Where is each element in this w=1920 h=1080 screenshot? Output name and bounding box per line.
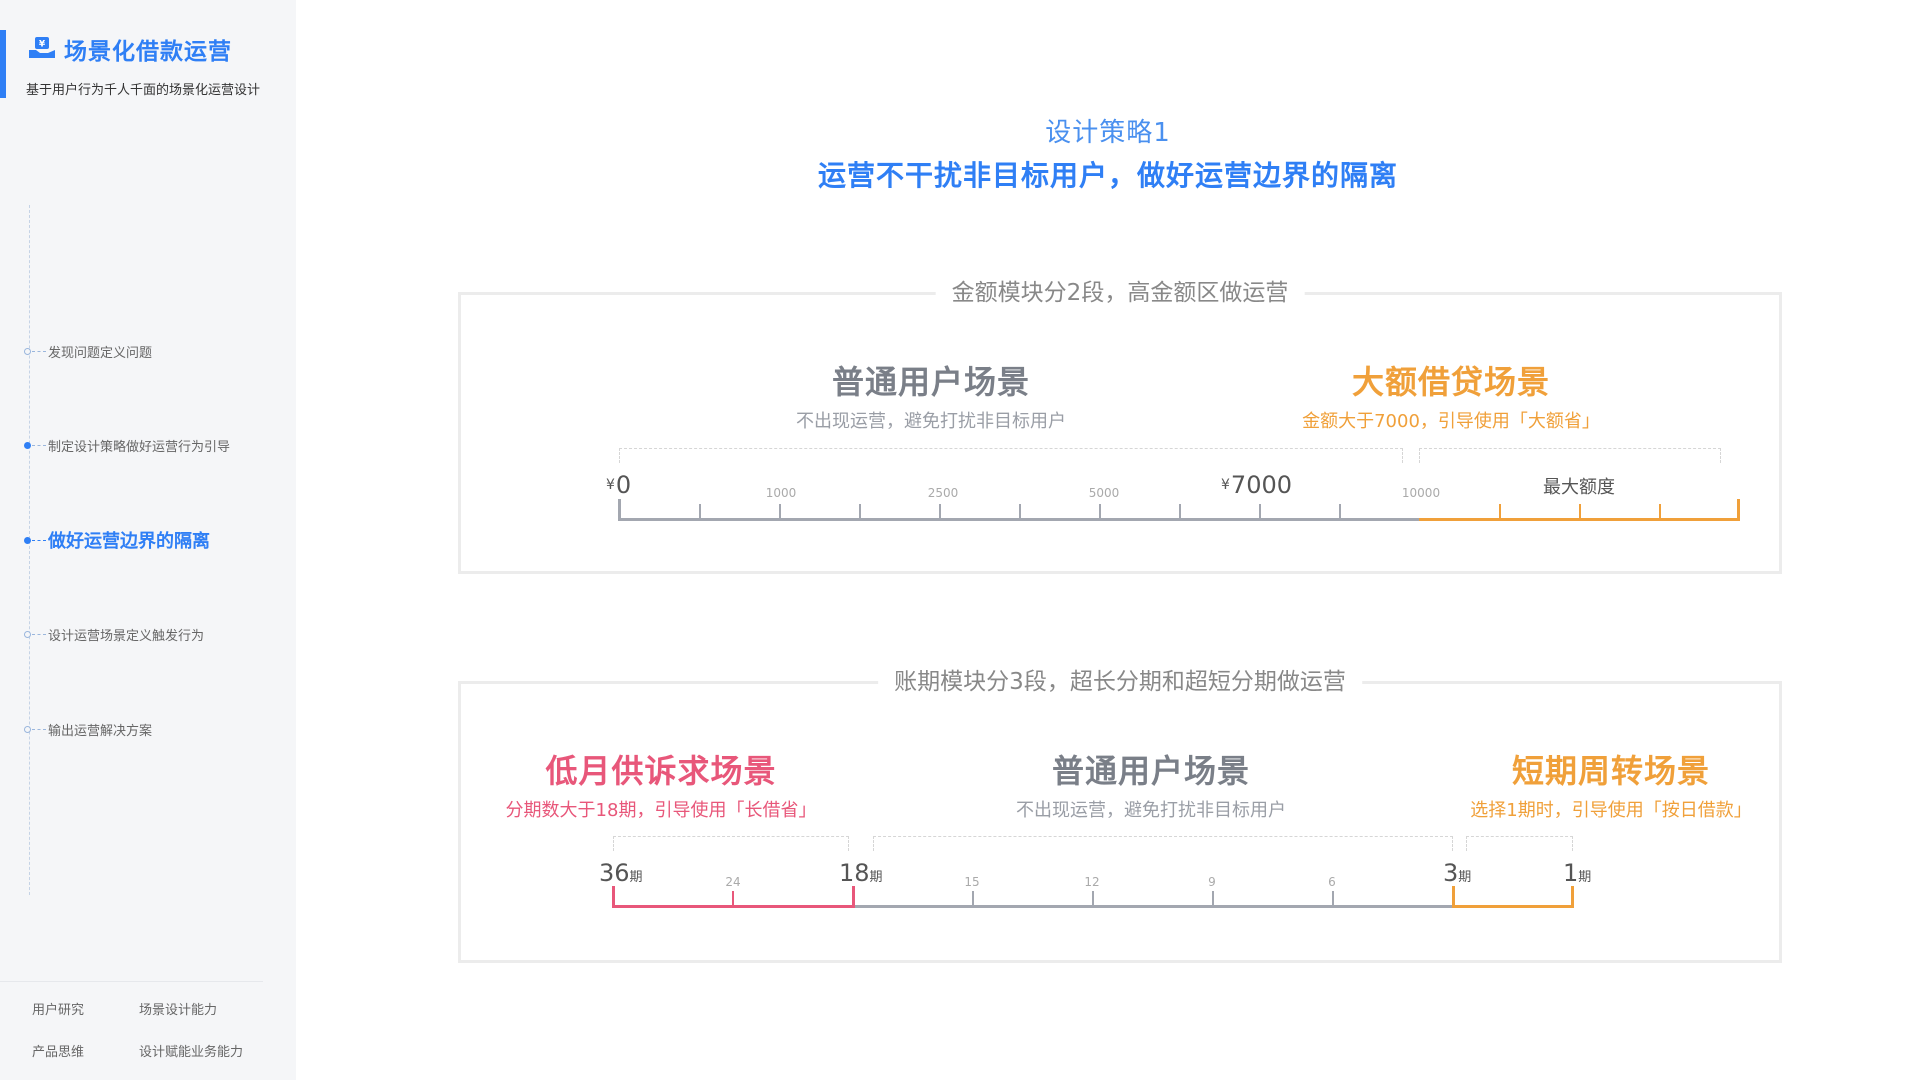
axis-tick (1212, 891, 1214, 907)
scene-normal-user: 普通用户场景 不出现运营，避免打扰非目标用户 (1001, 746, 1301, 822)
axis-endcap (618, 499, 621, 521)
scene-title: 短期周转场景 (1511, 752, 1710, 790)
scene-title: 低月供诉求场景 (545, 752, 777, 790)
axis-tick-label: 2500 (927, 486, 959, 500)
ability-tag: 场景设计能力 (139, 1003, 218, 1018)
axis-label-18: 18期 (839, 859, 883, 887)
nav-dot-icon (24, 725, 31, 733)
sidebar-subtitle: 基于用户行为千人千面的场景化运营设计 (26, 83, 261, 98)
nav-dot-icon (24, 347, 31, 355)
axis-label-36: 36期 (599, 859, 643, 887)
axis-tick (972, 891, 974, 907)
scene-desc: 不出现运营，避免打扰非目标用户 (1016, 800, 1286, 821)
strategy-eyebrow: 设计策略1 (1045, 118, 1171, 148)
axis-label-1: 1期 (1563, 859, 1592, 887)
ability-tag: 设计赋能业务能力 (139, 1045, 244, 1060)
ability-tag: 产品思维 (32, 1045, 85, 1060)
axis-tick-label: 9 (1208, 875, 1216, 889)
scene-low-monthly-payment: 低月供诉求场景 分期数大于18期，引导使用「长借省」 (471, 746, 851, 822)
term-module-panel: 账期模块分3段，超长分期和超短分期做运营 低月供诉求场景 分期数大于18期，引导… (458, 664, 1782, 963)
scene-desc: 不出现运营，避免打扰非目标用户 (796, 411, 1066, 432)
axis-tick (1579, 504, 1581, 520)
amount-module-panel: 金额模块分2段，高金额区做运营 普通用户场景 不出现运营，避免打扰非目标用户 大… (458, 275, 1782, 574)
axis-tick (699, 504, 701, 520)
sidebar: ¥ 场景化借款运营 基于用户行为千人千面的场景化运营设计 发现问题定义问题 制定… (0, 0, 296, 1080)
axis-tick (779, 504, 781, 520)
nav-dot-icon (24, 630, 31, 638)
nav-item-label: 输出运营解决方案 (48, 723, 153, 739)
axis-endcap (1737, 499, 1740, 521)
scene-normal-user: 普通用户场景 不出现运营，避免打扰非目标用户 (781, 357, 1081, 433)
nav-item-discover-problem[interactable]: 发现问题定义问题 (24, 341, 152, 361)
scene-desc: 选择1期时，引导使用「按日借款」 (1470, 800, 1752, 821)
nav-item-output-solution[interactable]: 输出运营解决方案 (24, 719, 152, 739)
axis-tick (1259, 504, 1261, 520)
axis-tick (939, 504, 941, 520)
scene-large-loan: 大额借贷场景 金额大于7000，引导使用「大额省」 (1271, 357, 1631, 433)
sidebar-divider (0, 981, 263, 982)
axis-label-start: ¥0 (606, 471, 632, 499)
axis-endcap (1571, 886, 1574, 908)
nav-item-boundary-isolation[interactable]: 做好运营边界的隔离 (24, 530, 210, 552)
nav-dot-icon (24, 536, 31, 544)
nav-item-label: 发现问题定义问题 (48, 345, 153, 361)
range-bracket (619, 448, 1403, 463)
range-bracket (1419, 448, 1721, 463)
range-bracket (873, 836, 1453, 851)
nav-item-label: 制定设计策略做好运营行为引导 (48, 439, 231, 455)
nav-dot-icon (24, 441, 31, 449)
axis-tick (1092, 891, 1094, 907)
loan-box-icon: ¥ (29, 37, 55, 58)
axis-tick (1179, 504, 1181, 520)
range-bracket (1466, 836, 1573, 851)
scene-desc: 金额大于7000，引导使用「大额省」 (1302, 411, 1600, 432)
scene-short-term-turnover: 短期周转场景 选择1期时，引导使用「按日借款」 (1461, 746, 1761, 822)
scene-desc: 分期数大于18期，引导使用「长借省」 (505, 800, 817, 821)
axis-label-split: ¥7000 (1221, 471, 1292, 499)
axis-tick-label: 24 (725, 875, 741, 889)
scene-title: 普通用户场景 (1051, 752, 1250, 790)
ability-tag: 用户研究 (32, 1003, 85, 1018)
nav-item-label: 做好运营边界的隔离 (48, 531, 210, 552)
range-bracket (613, 836, 849, 851)
panel-title: 金额模块分2段，高金额区做运营 (935, 275, 1305, 311)
axis-tick (1659, 504, 1661, 520)
axis-endcap (852, 886, 855, 908)
axis-tick (1099, 504, 1101, 520)
nav-item-label: 设计运营场景定义触发行为 (48, 628, 205, 644)
axis-tick (732, 891, 734, 907)
axis-endcap (1452, 886, 1455, 908)
nav-item-scene-design[interactable]: 设计运营场景定义触发行为 (24, 624, 204, 644)
axis-tick (1019, 504, 1021, 520)
strategy-title: 运营不干扰非目标用户，做好运营边界的隔离 (817, 159, 1398, 192)
axis-label-3: 3期 (1443, 859, 1472, 887)
sidebar-title: 场景化借款运营 (64, 39, 232, 65)
axis-tick (1339, 504, 1341, 520)
axis-tick-label: 5000 (1088, 486, 1120, 500)
axis-tick (859, 504, 861, 520)
scene-title: 大额借贷场景 (1351, 363, 1550, 401)
panel-title: 账期模块分3段，超长分期和超短分期做运营 (878, 664, 1362, 700)
svg-text:¥: ¥ (39, 40, 46, 50)
axis-endcap (612, 886, 615, 908)
axis-tick-label: 1000 (765, 486, 797, 500)
sidebar-accent-bar (0, 30, 6, 98)
axis-tick-label: 12 (1084, 875, 1100, 889)
axis-tick (1332, 891, 1334, 907)
axis-label-max: 最大额度 (1543, 477, 1615, 498)
nav-item-design-strategy[interactable]: 制定设计策略做好运营行为引导 (24, 435, 230, 455)
axis-segment-normal (853, 905, 1453, 908)
axis-tick (1499, 504, 1501, 520)
axis-tick-label: 15 (964, 875, 980, 889)
axis-tick-label: 10000 (1401, 486, 1441, 500)
scene-title: 普通用户场景 (831, 363, 1030, 401)
axis-tick-label: 6 (1328, 875, 1336, 889)
nav-timeline (29, 205, 30, 895)
axis-segment-short-term (1453, 905, 1573, 908)
